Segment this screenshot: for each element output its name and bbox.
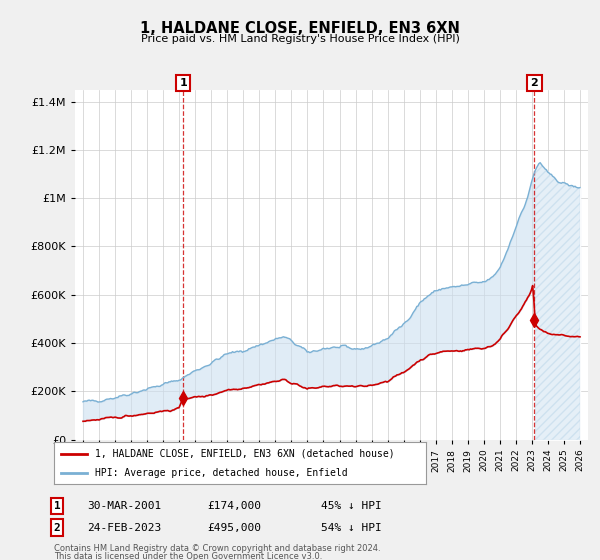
Text: Contains HM Land Registry data © Crown copyright and database right 2024.: Contains HM Land Registry data © Crown c…	[54, 544, 380, 553]
Text: 1: 1	[53, 501, 61, 511]
Text: £495,000: £495,000	[207, 522, 261, 533]
Text: 1, HALDANE CLOSE, ENFIELD, EN3 6XN: 1, HALDANE CLOSE, ENFIELD, EN3 6XN	[140, 21, 460, 36]
Text: 2: 2	[53, 522, 61, 533]
Text: 1, HALDANE CLOSE, ENFIELD, EN3 6XN (detached house): 1, HALDANE CLOSE, ENFIELD, EN3 6XN (deta…	[95, 449, 395, 459]
Text: 54% ↓ HPI: 54% ↓ HPI	[321, 522, 382, 533]
Text: HPI: Average price, detached house, Enfield: HPI: Average price, detached house, Enfi…	[95, 468, 347, 478]
Text: 24-FEB-2023: 24-FEB-2023	[87, 522, 161, 533]
Text: 30-MAR-2001: 30-MAR-2001	[87, 501, 161, 511]
Text: 45% ↓ HPI: 45% ↓ HPI	[321, 501, 382, 511]
Text: Price paid vs. HM Land Registry's House Price Index (HPI): Price paid vs. HM Land Registry's House …	[140, 34, 460, 44]
Text: This data is licensed under the Open Government Licence v3.0.: This data is licensed under the Open Gov…	[54, 552, 322, 560]
Text: 2: 2	[530, 78, 538, 88]
Text: £174,000: £174,000	[207, 501, 261, 511]
Text: 1: 1	[179, 78, 187, 88]
